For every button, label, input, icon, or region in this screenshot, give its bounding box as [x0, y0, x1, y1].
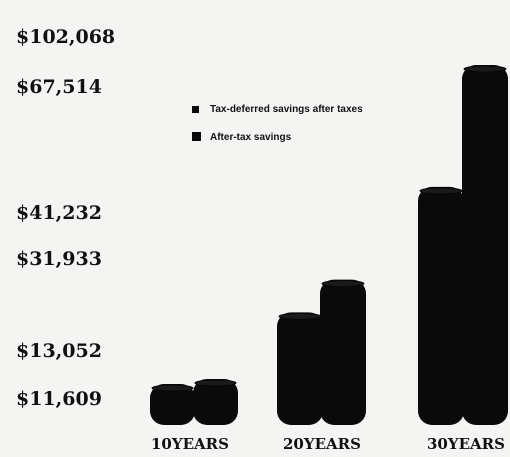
x-tick-label: 10YEARS	[151, 435, 229, 453]
bar-after-tax-20-years	[320, 279, 366, 425]
y-tick-label: $41,232	[16, 202, 102, 224]
legend-swatch	[192, 106, 199, 113]
y-axis-labels: $102,068 $67,514 $41,232 $31,933 $13,052 $11,…	[16, 26, 115, 410]
y-tick-label: $13,052	[16, 340, 102, 362]
legend-item: Tax-deferred savings after taxes	[192, 104, 363, 115]
bar-tax-deferred-30-years	[418, 186, 464, 425]
y-tick-label: $31,933	[16, 248, 102, 270]
bar-after-tax-10-years	[193, 378, 238, 425]
legend-item: After-tax savings	[192, 132, 292, 143]
x-tick-label: 20YEARS	[283, 435, 361, 453]
bar-tax-deferred-20-years	[277, 312, 323, 425]
y-tick-label: $102,068	[16, 26, 115, 48]
x-tick-label: 30YEARS	[427, 435, 505, 453]
bars-group	[150, 65, 508, 425]
legend-label: After-tax savings	[210, 132, 292, 143]
bar-after-tax-30-years	[462, 65, 508, 425]
y-tick-label: $11,609	[16, 388, 102, 410]
legend: Tax-deferred savings after taxes After-ta…	[192, 104, 363, 143]
legend-label: Tax-deferred savings after taxes	[210, 104, 363, 115]
y-tick-label: $67,514	[16, 76, 102, 98]
legend-swatch	[192, 132, 201, 141]
x-axis-labels: 10YEARS 20YEARS 30YEARS	[151, 435, 505, 453]
bar-tax-deferred-10-years	[150, 384, 195, 425]
